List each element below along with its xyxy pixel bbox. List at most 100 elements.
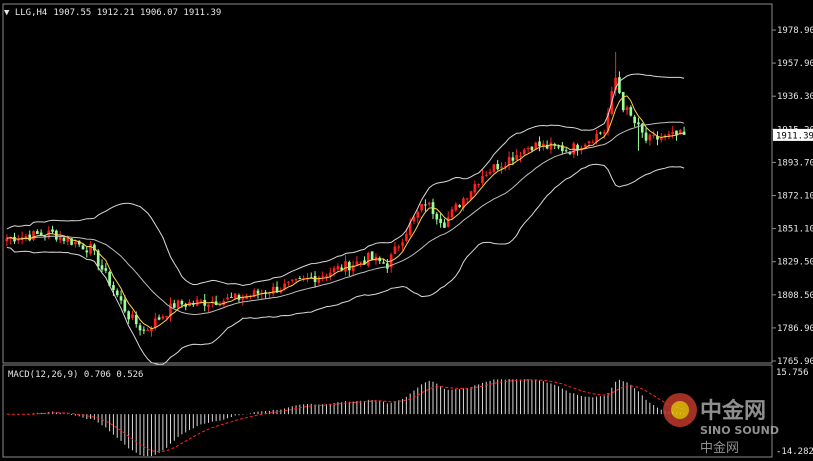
price-tick-label: 1786.90 <box>777 324 813 334</box>
candle-bear <box>637 122 640 125</box>
candle-bull <box>591 142 595 144</box>
candle-bull <box>678 130 682 134</box>
candle-bull <box>302 278 305 280</box>
candle-bull <box>492 164 496 173</box>
candle-bull <box>169 303 172 317</box>
candle-bear <box>633 116 636 124</box>
candle-bear <box>382 262 385 264</box>
candle-bull <box>412 216 416 222</box>
candle-bull <box>420 203 423 211</box>
candle-bull <box>5 238 9 242</box>
candle-bull <box>218 305 222 307</box>
candle-bull <box>317 277 321 283</box>
candle-bull <box>393 246 397 254</box>
candle-bear <box>108 272 111 286</box>
candle-bull <box>549 142 553 150</box>
candle-bull <box>344 261 347 272</box>
candle-bull <box>74 242 77 245</box>
candle-bear <box>184 304 188 307</box>
candle-bear <box>230 296 233 298</box>
current-price-box <box>773 128 813 141</box>
collapse-arrow-icon[interactable]: ▼ <box>4 8 15 18</box>
candle-bear <box>629 107 633 116</box>
candle-bull <box>454 204 458 211</box>
candle-bull <box>648 134 652 141</box>
candle-bull <box>222 300 226 305</box>
candle-bear <box>386 263 389 269</box>
candle-bull <box>659 138 663 140</box>
candle-bull <box>287 281 290 283</box>
candle-bull <box>446 217 450 227</box>
candle-bull <box>488 172 492 174</box>
candle-bear <box>496 163 500 170</box>
price-panel-border <box>2 3 773 364</box>
candle-bull <box>469 191 473 200</box>
candle-bull <box>332 268 336 273</box>
candle-bull <box>89 244 92 254</box>
candle-bull <box>397 246 401 248</box>
macd-panel[interactable]: MACD(12,26,9) 0.706 0.526 <box>2 364 773 458</box>
price-panel[interactable]: ▼ LLG,H4 1907.55 1912.21 1906.07 1911.39 <box>2 3 773 366</box>
candle-bull <box>515 154 519 161</box>
candle-bull <box>526 148 530 150</box>
candle-bull <box>671 131 675 134</box>
candle-bear <box>618 77 621 93</box>
candle-bear <box>256 290 260 294</box>
candle-bull <box>405 234 408 241</box>
candle-bull <box>477 183 480 185</box>
candle-bull <box>519 155 522 157</box>
current-price-value: 1911.39 <box>776 131 813 141</box>
candle-bear <box>96 250 100 267</box>
candle-bull <box>290 279 294 281</box>
candle-bear <box>557 146 560 148</box>
candle-bull <box>336 266 340 270</box>
candle-bear <box>70 238 73 245</box>
candle-bull <box>233 293 237 299</box>
candle-bull <box>507 157 511 166</box>
macd-panel-border <box>2 364 773 458</box>
macd-signal-line <box>6 379 685 453</box>
candle-bull <box>321 275 325 277</box>
candle-bull <box>595 133 598 142</box>
candles <box>5 51 686 337</box>
price-tick-label: 1808.50 <box>777 291 813 301</box>
candle-bull <box>66 237 70 242</box>
candle-bear <box>142 329 146 331</box>
candle-bear <box>564 150 568 152</box>
candle-bear <box>112 285 115 290</box>
candle-bear <box>443 222 446 228</box>
candle-bear <box>100 265 104 270</box>
candle-bear <box>435 213 439 220</box>
candle-bear <box>511 157 515 161</box>
candle-bull <box>473 184 477 193</box>
candle-bear <box>424 204 427 206</box>
macd-label: MACD(12,26,9) 0.706 0.526 <box>8 370 143 380</box>
candle-bear <box>115 290 119 296</box>
candle-bear <box>134 314 138 325</box>
candle-bull <box>165 316 169 318</box>
candle-bull <box>241 297 245 300</box>
candle-bear <box>561 145 564 152</box>
candle-bull <box>176 300 180 308</box>
current-price-marker: 1911.39 <box>773 128 813 141</box>
candle-bear <box>81 245 85 250</box>
watermark-logo-text: 中金网 <box>700 398 766 424</box>
candle-bull <box>534 142 538 150</box>
candle-bear <box>370 251 374 261</box>
bollinger-upper-line <box>6 73 685 287</box>
candle-bear <box>39 232 43 236</box>
candle-bull <box>408 222 412 236</box>
candle-bull <box>614 77 617 90</box>
candle-bear <box>127 311 130 320</box>
price-tick-label: 1978.90 <box>777 26 813 36</box>
candle-bull <box>401 242 404 246</box>
watermark-logo: 中金网 SINO SOUND 中金网 <box>663 393 779 456</box>
candle-bear <box>119 296 123 301</box>
candle-bull <box>283 283 286 290</box>
candle-bull <box>58 236 62 240</box>
candle-bull <box>161 316 165 319</box>
candle-bull <box>32 231 35 240</box>
candle-bear <box>138 325 142 331</box>
price-scale[interactable]: 1978.901957.901936.301915.201893.701872.… <box>772 26 813 367</box>
